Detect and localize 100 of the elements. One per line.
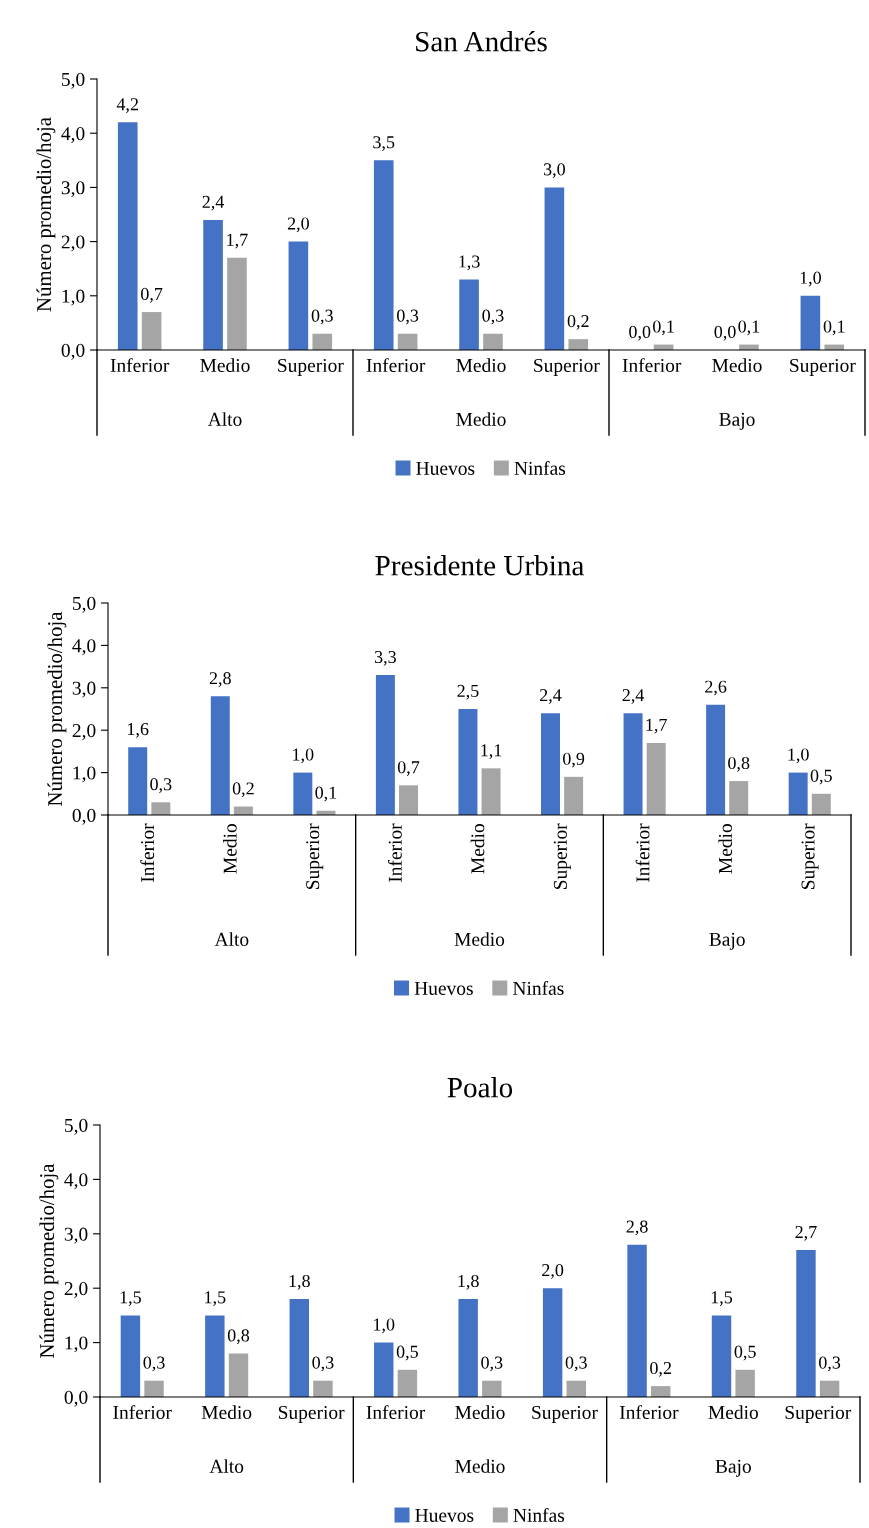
bar <box>542 1288 563 1397</box>
data-label: 1,5 <box>711 1291 733 1306</box>
data-label: 0,1 <box>823 320 845 336</box>
data-label: 0,1 <box>738 320 760 336</box>
x-tick-label: Inferior <box>619 1405 679 1420</box>
bar <box>568 339 589 350</box>
bar <box>288 241 309 350</box>
text: Bajo <box>709 932 745 950</box>
bar <box>205 1315 225 1397</box>
text: Alto <box>209 1459 244 1473</box>
bar <box>117 122 138 350</box>
data-label: 0,7 <box>397 761 420 776</box>
data-label: 0,2 <box>650 1361 671 1377</box>
data-label: 0,1 <box>653 320 674 336</box>
text: Alto <box>214 932 249 946</box>
text: Bajo <box>719 412 755 430</box>
x-tick-label: Inferior <box>387 823 402 883</box>
data-label: 3,3 <box>374 650 396 666</box>
x-tick-label: Superior <box>278 1405 345 1423</box>
bar <box>729 781 749 815</box>
y-tick-label: 1,0 <box>62 289 85 306</box>
bar <box>800 295 821 350</box>
data-label: 0,8 <box>728 756 750 772</box>
data-label: 0,5 <box>810 769 832 785</box>
bar <box>483 333 503 350</box>
bar <box>312 333 333 350</box>
data-label: 0,0 <box>629 325 651 341</box>
data-label: 0,3 <box>143 1356 165 1372</box>
y-tick-label: 5,0 <box>65 1118 88 1135</box>
data-label: 2,5 <box>457 684 479 700</box>
y-tick-label: 0,0 <box>64 1390 88 1407</box>
bar <box>651 1386 671 1397</box>
y-tick-label: 3,0 <box>72 681 96 698</box>
x-tick-label: Superior <box>553 823 571 889</box>
data-label: 3,0 <box>543 163 565 178</box>
bar <box>293 772 313 815</box>
data-label: 1,5 <box>120 1291 141 1306</box>
data-label: 0,3 <box>397 309 419 325</box>
y-axis-title: Número promedio/hoja <box>39 1163 59 1358</box>
data-label: 1,0 <box>293 748 314 764</box>
chart-title: Presidente Urbina <box>375 554 584 576</box>
x-tick-label: Superior <box>278 358 344 376</box>
text: Medio <box>456 412 506 426</box>
data-label: 0,2 <box>567 314 589 330</box>
x-tick-label: Superior <box>532 1405 598 1423</box>
legend-label: Ninfas <box>513 981 564 995</box>
data-label: 0,8 <box>227 1329 250 1345</box>
legend-label: Ninfas <box>514 461 566 475</box>
data-label: 1,1 <box>481 744 502 759</box>
bar <box>564 776 584 815</box>
data-label: 0,3 <box>150 778 172 793</box>
x-tick-label: Medio <box>201 1405 252 1420</box>
bar <box>375 675 395 815</box>
data-label: 0,9 <box>563 752 585 768</box>
data-label: 0,3 <box>482 309 504 325</box>
bar <box>482 1380 502 1397</box>
bar <box>623 713 643 815</box>
text: Medio <box>455 1459 505 1473</box>
bar <box>228 1353 249 1397</box>
data-label: 1,5 <box>205 1291 226 1306</box>
data-label: 1,6 <box>128 723 149 738</box>
x-tick-label: Superior <box>790 358 856 376</box>
bar <box>397 1369 418 1397</box>
bar <box>203 219 223 350</box>
chart-title: Poalo <box>447 1076 513 1098</box>
x-tick-label: Inferior <box>140 823 155 883</box>
y-tick-label: 0,0 <box>72 808 96 825</box>
bar <box>627 1244 647 1397</box>
y-tick-label: 3,0 <box>64 1227 88 1244</box>
y-tick-label: 5,0 <box>62 72 85 89</box>
data-label: 0,3 <box>565 1356 587 1372</box>
x-tick-label: Medio <box>200 358 250 373</box>
y-tick-label: 2,0 <box>61 235 85 252</box>
data-label: 0,1 <box>315 786 337 802</box>
data-label: 2,4 <box>622 689 645 704</box>
bar <box>227 257 247 350</box>
y-tick-label: 4,0 <box>61 127 85 143</box>
x-tick-label: Medio <box>470 824 485 874</box>
bar <box>120 1315 141 1397</box>
data-label: 1,0 <box>374 1318 395 1334</box>
bar <box>544 187 565 350</box>
data-label: 0,3 <box>819 1356 841 1372</box>
bar <box>399 785 418 815</box>
y-tick-label: 3,0 <box>61 181 85 198</box>
data-label: 2,6 <box>705 680 727 696</box>
bar <box>706 704 726 815</box>
y-tick-label: 2,0 <box>72 724 96 740</box>
data-label: 2,8 <box>626 1220 648 1236</box>
bar <box>796 1250 816 1397</box>
bar <box>459 279 479 350</box>
x-tick-label: Superior <box>306 823 324 889</box>
bar <box>458 709 478 815</box>
y-tick-label: 1,0 <box>65 1336 88 1353</box>
bar <box>646 742 666 815</box>
data-label: 0,3 <box>481 1356 503 1372</box>
data-label: 1,7 <box>227 233 248 249</box>
bar <box>128 747 148 815</box>
data-label: 0,7 <box>141 287 163 303</box>
chart-title: San Andrés <box>416 30 547 52</box>
bar <box>735 1369 755 1397</box>
